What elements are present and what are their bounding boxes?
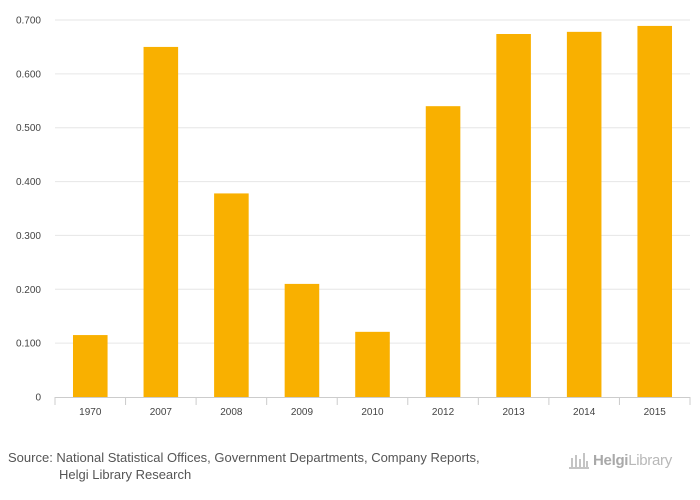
- library-building-icon: [569, 453, 589, 469]
- bars: [72, 25, 673, 398]
- logo-wordmark-bold: Helgi: [593, 451, 629, 469]
- x-tick-label: 2014: [573, 407, 596, 418]
- bar-2015: [637, 25, 673, 397]
- y-axis-tick-labels: 0 0.100 0.200 0.300 0.400 0.500 0.600 0.700: [16, 16, 41, 404]
- source-note: Source: National Statistical Offices, Go…: [8, 449, 548, 483]
- bar-2013: [496, 34, 531, 397]
- y-tick-label: 0.600: [16, 69, 41, 80]
- x-tick-label: 2015: [644, 407, 667, 418]
- logo-wordmark-light: Library: [628, 451, 672, 469]
- bar-2007: [143, 46, 179, 398]
- x-tick-label: 2012: [432, 407, 455, 418]
- bar-1970: [72, 335, 108, 397]
- source-line-1: Source: National Statistical Offices, Go…: [8, 450, 480, 465]
- bar-2009: [284, 283, 320, 397]
- helgi-library-logo: HelgiLibrary: [568, 449, 692, 471]
- bar-2010: [355, 331, 390, 397]
- x-axis: [54, 397, 691, 405]
- bar-2014: [566, 31, 602, 397]
- x-axis-tick-labels: 1970 2007 2008 2009 2010 2012 2013 2014 2015: [79, 407, 666, 418]
- y-tick-label: 0.100: [16, 339, 41, 350]
- x-tick-label: 2010: [361, 407, 384, 418]
- logo-wordmark: HelgiLibrary: [593, 452, 672, 469]
- y-tick-label: 0: [35, 393, 41, 404]
- bar-2008: [214, 193, 249, 397]
- x-tick-label: 2007: [150, 407, 173, 418]
- y-tick-label: 0.500: [16, 123, 41, 134]
- y-tick-label: 0.400: [16, 177, 41, 188]
- source-line-2: Helgi Library Research: [59, 467, 192, 482]
- x-tick-label: 2008: [220, 407, 243, 418]
- y-tick-label: 0.200: [16, 285, 41, 296]
- bar-chart: 0 0.100 0.200 0.300 0.400 0.500 0.600 0.700 197…: [16, 16, 691, 418]
- x-tick-label: 2013: [502, 407, 525, 418]
- bar-2012: [425, 106, 461, 398]
- x-tick-label: 2009: [291, 407, 314, 418]
- y-tick-label: 0.300: [16, 231, 41, 242]
- y-tick-label: 0.700: [16, 16, 41, 27]
- x-tick-label: 1970: [79, 407, 102, 418]
